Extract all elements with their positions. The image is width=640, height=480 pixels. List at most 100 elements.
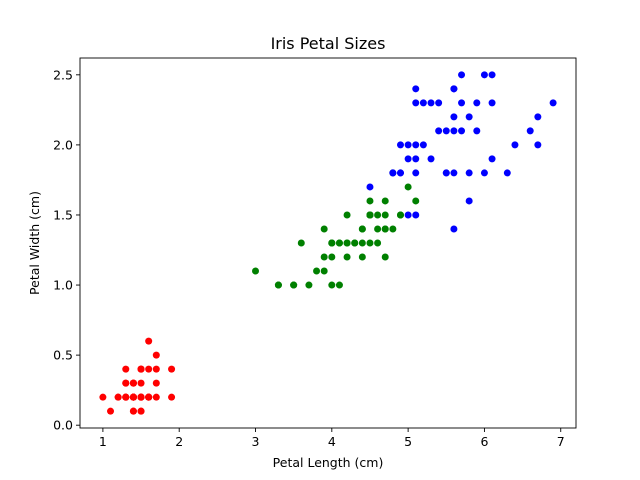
y-tick-label: 0.5	[53, 348, 73, 363]
plot-frame	[79, 57, 577, 429]
data-point	[396, 169, 404, 177]
data-point	[107, 407, 115, 415]
data-point	[320, 267, 328, 275]
data-point	[404, 211, 412, 219]
data-point	[320, 225, 328, 233]
data-point	[549, 99, 557, 107]
data-point	[412, 211, 420, 219]
data-point	[374, 239, 382, 247]
data-point	[442, 127, 450, 135]
y-axis: 0.0 0.5 1.0 1.5 2.0 2.5	[53, 67, 80, 433]
data-point	[152, 351, 160, 359]
data-point	[488, 99, 496, 107]
data-point	[366, 183, 374, 191]
data-point	[473, 127, 481, 135]
data-point	[458, 71, 466, 79]
data-point	[389, 169, 397, 177]
data-point	[458, 99, 466, 107]
data-point	[137, 365, 145, 373]
data-point	[511, 141, 519, 149]
data-point	[290, 281, 298, 289]
data-point	[412, 141, 420, 149]
data-point	[473, 99, 481, 107]
data-point	[168, 365, 176, 373]
data-point	[328, 253, 336, 261]
data-point	[427, 99, 435, 107]
data-point	[450, 169, 458, 177]
data-point	[129, 379, 137, 387]
y-tick-label: 1.5	[53, 207, 73, 222]
data-point	[145, 393, 153, 401]
x-tick-label: 6	[480, 434, 488, 449]
data-point	[435, 127, 443, 135]
data-point	[404, 141, 412, 149]
data-point	[137, 379, 145, 387]
data-point	[404, 183, 412, 191]
data-point	[252, 267, 260, 275]
data-point	[152, 365, 160, 373]
data-point	[381, 211, 389, 219]
data-point	[335, 281, 343, 289]
data-point	[328, 239, 336, 247]
y-axis-label: Petal Width (cm)	[27, 191, 42, 295]
data-point	[381, 197, 389, 205]
data-point	[351, 239, 359, 247]
data-point	[450, 225, 458, 233]
x-tick-label: 1	[99, 434, 107, 449]
data-point	[152, 379, 160, 387]
data-point	[419, 141, 427, 149]
series-2	[366, 71, 557, 233]
data-point	[358, 239, 366, 247]
data-point	[412, 197, 420, 205]
data-point	[412, 169, 420, 177]
data-point	[450, 113, 458, 121]
data-point	[450, 127, 458, 135]
data-point	[404, 155, 412, 163]
data-point	[328, 281, 336, 289]
data-point	[366, 211, 374, 219]
data-point	[412, 85, 420, 93]
data-point	[343, 211, 351, 219]
data-point	[412, 155, 420, 163]
data-point	[152, 393, 160, 401]
data-point	[526, 127, 534, 135]
data-point	[534, 113, 542, 121]
data-point	[343, 253, 351, 261]
data-point	[458, 127, 466, 135]
data-point	[145, 337, 153, 345]
y-tick-label: 2.0	[53, 137, 73, 152]
series-1	[252, 169, 420, 289]
data-point	[396, 211, 404, 219]
x-axis-label: Petal Length (cm)	[273, 455, 384, 470]
data-point	[374, 225, 382, 233]
data-point	[114, 393, 122, 401]
y-tick-label: 1.0	[53, 278, 73, 293]
data-point	[450, 85, 458, 93]
data-point	[122, 379, 130, 387]
data-point	[381, 253, 389, 261]
data-point	[320, 253, 328, 261]
data-point	[396, 141, 404, 149]
data-point	[480, 169, 488, 177]
data-point	[374, 211, 382, 219]
y-tick-label: 0.0	[53, 418, 73, 433]
x-tick-label: 4	[328, 434, 336, 449]
data-point	[99, 393, 107, 401]
data-point	[465, 169, 473, 177]
data-point	[122, 393, 130, 401]
x-tick-label: 2	[175, 434, 183, 449]
data-point	[480, 71, 488, 79]
data-point	[427, 155, 435, 163]
data-point	[122, 365, 130, 373]
data-point	[488, 71, 496, 79]
series-0	[99, 337, 176, 415]
data-point	[358, 225, 366, 233]
data-point	[313, 267, 321, 275]
data-point	[129, 407, 137, 415]
x-tick-label: 5	[404, 434, 412, 449]
data-point	[129, 393, 137, 401]
data-point	[435, 99, 443, 107]
data-point	[503, 169, 511, 177]
data-point	[465, 197, 473, 205]
